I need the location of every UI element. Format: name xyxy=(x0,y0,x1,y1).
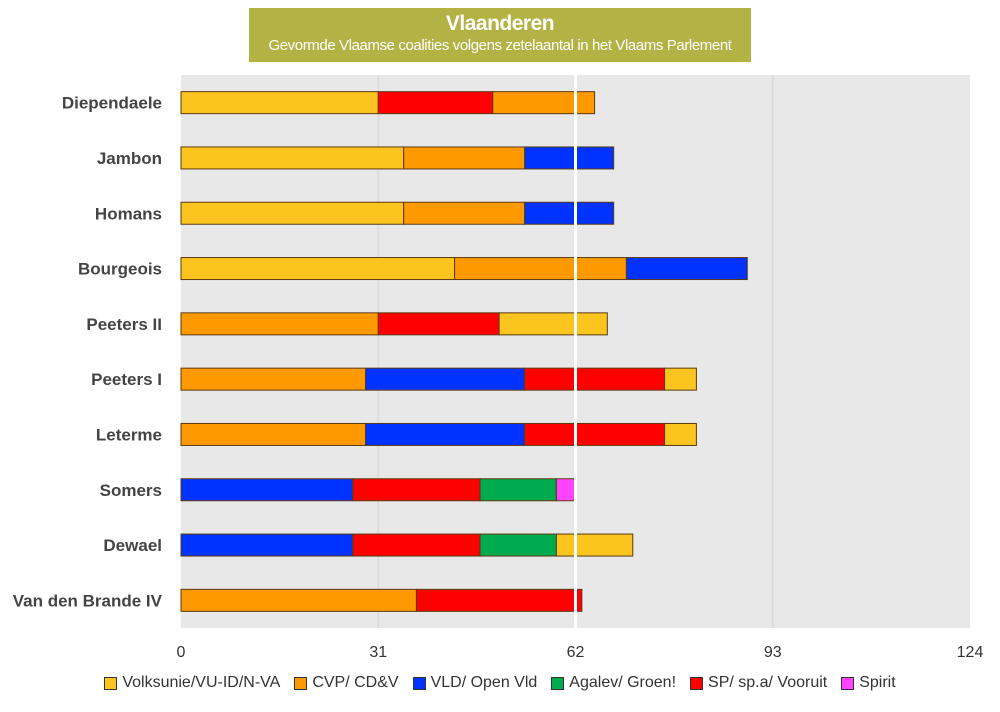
bar-segment xyxy=(377,91,494,115)
bar-segment xyxy=(492,91,596,115)
bar-segment xyxy=(180,257,456,281)
bar-segment xyxy=(180,478,354,502)
legend-item: Volksunie/VU-ID/N-VA xyxy=(104,674,280,692)
bar-segment xyxy=(498,312,608,336)
bar-segment xyxy=(180,146,405,170)
bar-segment xyxy=(180,533,354,557)
bar-segment xyxy=(664,367,697,391)
legend-item: CVP/ CD&V xyxy=(294,674,399,692)
bar-segment xyxy=(365,422,526,446)
y-category-label: Peeters I xyxy=(91,370,162,389)
title-box: Vlaanderen Gevormde Vlaamse coalities vo… xyxy=(249,8,751,62)
bar-segment xyxy=(180,201,405,225)
y-category-label: Van den Brande IV xyxy=(13,591,163,610)
legend-label: VLD/ Open Vld xyxy=(430,674,538,691)
bar-segment xyxy=(454,257,627,281)
bar-segment xyxy=(403,201,526,225)
legend-item: VLD/ Open Vld xyxy=(412,674,538,692)
bar-segment xyxy=(180,367,367,391)
bar-segment xyxy=(625,257,748,281)
bar-segment xyxy=(377,312,500,336)
y-category-label: Dewael xyxy=(103,536,162,555)
legend-swatch xyxy=(104,676,118,690)
chart-title: Vlaanderen xyxy=(445,12,555,35)
bar-segment xyxy=(415,588,583,612)
bar-segment xyxy=(524,422,666,446)
x-tick-label: 0 xyxy=(177,644,186,661)
bar-segment xyxy=(403,146,526,170)
bar-segment xyxy=(180,312,379,336)
legend-swatch xyxy=(690,676,704,690)
bar-segment xyxy=(479,478,557,502)
bar-segment xyxy=(664,422,697,446)
y-category-label: Bourgeois xyxy=(78,260,162,279)
bar-segment xyxy=(524,201,615,225)
x-tick-label: 31 xyxy=(369,644,387,661)
y-category-label: Jambon xyxy=(97,149,162,168)
legend-swatch xyxy=(841,676,855,690)
bar-segment xyxy=(524,146,615,170)
legend-swatch xyxy=(294,676,308,690)
legend-item: Agalev/ Groen! xyxy=(551,674,676,692)
bar-segment xyxy=(180,422,367,446)
y-category-label: Somers xyxy=(100,481,162,500)
legend-label: Spirit xyxy=(859,674,896,691)
bar-segment xyxy=(180,588,417,612)
y-category-label: Diependaele xyxy=(62,94,162,113)
legend-swatch xyxy=(412,676,426,690)
legend-swatch xyxy=(551,676,565,690)
plot-svg: 0 31 62 93 124 Diependaele Jambon Homans Bourgeo… xyxy=(13,75,984,661)
x-tick-label: 124 xyxy=(957,644,984,661)
legend-item: Spirit xyxy=(841,674,896,692)
legend-label: Volksunie/VU-ID/N-VA xyxy=(122,674,281,691)
bar-segment xyxy=(352,533,481,557)
y-category-label: Homans xyxy=(95,204,162,223)
legend: Volksunie/VU-ID/N-VA CVP/ CD&V VLD/ Open V… xyxy=(0,674,1000,692)
legend-item: SP/ sp.a/ Vooruit xyxy=(690,674,827,692)
bar-segment xyxy=(555,533,634,557)
legend-label: SP/ sp.a/ Vooruit xyxy=(708,674,828,691)
x-tick-label: 62 xyxy=(567,644,585,661)
bar-segment xyxy=(555,478,577,502)
legend-label: Agalev/ Groen! xyxy=(569,674,677,691)
x-tick-label: 93 xyxy=(764,644,782,661)
bar-segment xyxy=(180,91,379,115)
bar-segment xyxy=(524,367,666,391)
bar-segment xyxy=(352,478,481,502)
y-category-label: Leterme xyxy=(96,425,162,444)
y-category-label: Peeters II xyxy=(86,315,162,334)
chart-subtitle: Gevormde Vlaamse coalities volgens zetel… xyxy=(268,37,732,54)
bar-segment xyxy=(365,367,526,391)
bar-segment xyxy=(479,533,557,557)
legend-label: CVP/ CD&V xyxy=(312,674,399,691)
